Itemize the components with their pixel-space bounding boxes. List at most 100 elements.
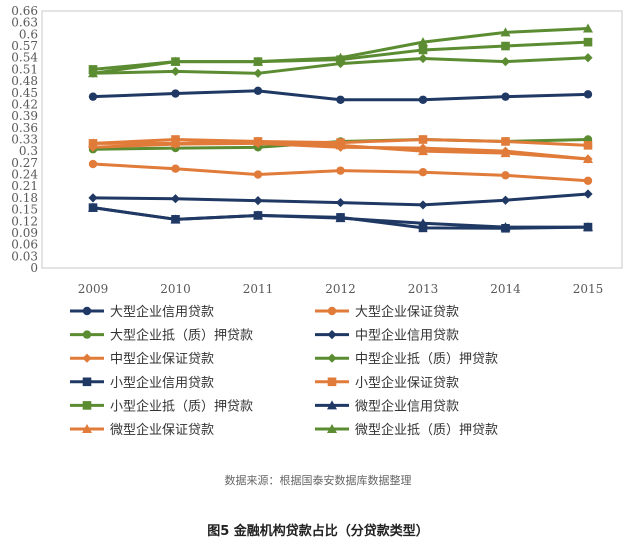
data-point [253, 196, 263, 206]
y-tick-label: 0.12 [11, 214, 38, 228]
data-point [418, 223, 428, 233]
legend-item: 微型企业抵（质）押贷款 [315, 422, 498, 438]
y-tick-label: 0.57 [11, 39, 38, 53]
data-point [335, 140, 346, 150]
legend-label: 中型企业抵（质）押贷款 [355, 351, 498, 367]
legend-label: 小型企业信用贷款 [110, 375, 214, 391]
data-point [500, 222, 511, 232]
y-tick-label: 0 [30, 261, 38, 275]
data-point [88, 159, 98, 169]
data-point [335, 197, 346, 208]
figure-caption: 图5 金融机构贷款占比（分贷款类型） [207, 524, 429, 539]
y-tick-label: 0.6 [19, 27, 38, 41]
legend-item: 微型企业信用贷款 [315, 398, 459, 414]
legend-marker [327, 353, 337, 363]
legend-marker [327, 400, 337, 410]
legend-item: 大型企业抵（质）押贷款 [70, 328, 253, 344]
legend-marker [82, 401, 92, 410]
data-point [418, 45, 428, 55]
y-tick-label: 0.45 [11, 86, 38, 100]
legend-item: 小型企业保证贷款 [315, 375, 459, 391]
legend-label: 微型企业保证贷款 [110, 422, 214, 438]
legend-item: 中型企业信用贷款 [315, 328, 459, 344]
data-point [418, 218, 428, 228]
legend-label: 小型企业保证贷款 [355, 375, 459, 391]
data-point [418, 200, 428, 210]
data-point [501, 137, 510, 146]
legend-item: 大型企业信用贷款 [70, 304, 214, 320]
y-tick-label: 0.03 [11, 249, 38, 263]
legend-item: 中型企业抵（质）押贷款 [315, 351, 498, 367]
plot-area [41, 10, 623, 269]
data-point [500, 57, 511, 67]
legend-label: 大型企业保证贷款 [355, 304, 459, 320]
x-tick-label: 2015 [573, 282, 604, 296]
y-tick-label: 0.51 [11, 62, 38, 76]
data-point [253, 210, 263, 220]
data-point [583, 37, 593, 47]
legend-label: 大型企业信用贷款 [110, 304, 214, 320]
data-point [335, 52, 346, 62]
y-tick-label: 0.48 [11, 74, 38, 88]
data-point [253, 56, 263, 66]
y-tick-label: 0.39 [11, 109, 38, 123]
data-point [500, 195, 511, 205]
data-point [418, 37, 428, 47]
data-point [500, 148, 511, 158]
legend-label: 大型企业抵（质）押贷款 [110, 328, 253, 344]
y-tick-label: 0.63 [11, 16, 38, 30]
data-point [501, 92, 510, 101]
legend-item: 中型企业保证贷款 [70, 351, 214, 367]
data-point [88, 202, 98, 212]
data-point [418, 53, 428, 64]
data-point [501, 41, 510, 51]
legend-label: 中型企业保证贷款 [110, 351, 214, 367]
y-tick-label: 0.27 [11, 156, 38, 170]
y-tick-label: 0.06 [11, 238, 38, 252]
data-point [253, 68, 263, 78]
data-point [253, 170, 263, 179]
data-point [501, 171, 510, 180]
data-point [583, 141, 593, 150]
legend-item: 小型企业信用贷款 [70, 375, 214, 391]
data-point [418, 95, 428, 104]
data-point [336, 166, 345, 175]
legend-label: 中型企业信用贷款 [355, 328, 459, 344]
y-tick-label: 0.21 [11, 179, 38, 193]
data-point [170, 56, 181, 66]
y-tick-label: 0.18 [11, 191, 38, 205]
legend-label: 微型企业抵（质）押贷款 [355, 422, 498, 438]
y-tick-label: 0.15 [11, 203, 38, 217]
legend-marker [327, 424, 337, 433]
data-point [88, 138, 98, 148]
y-tick-label: 0.36 [11, 121, 38, 135]
data-point [500, 27, 511, 37]
legend-marker [82, 306, 92, 316]
legend-item: 小型企业抵（质）押贷款 [70, 398, 253, 414]
data-point [88, 193, 98, 203]
data-point [583, 176, 593, 185]
x-tick-label: 2009 [78, 282, 109, 296]
legend-marker [327, 377, 337, 387]
data-point [170, 138, 181, 148]
x-tick-label: 2012 [325, 282, 356, 296]
legend-marker [327, 306, 337, 316]
legend-marker [82, 377, 92, 387]
data-point [336, 95, 345, 104]
legend-marker [82, 330, 92, 339]
data-point [170, 66, 181, 76]
data-point [88, 92, 98, 101]
x-tick-label: 2010 [160, 282, 191, 296]
data-point [253, 86, 263, 96]
legend-label: 小型企业抵（质）押贷款 [110, 398, 253, 414]
data-point [335, 213, 346, 223]
legend-item: 微型企业保证贷款 [70, 422, 214, 438]
data-point [170, 194, 181, 204]
source-note: 数据来源：根据国泰安数据库数据整理 [224, 474, 412, 487]
data-point [583, 153, 593, 163]
y-tick-label: 0.3 [19, 144, 38, 158]
legend-item: 大型企业保证贷款 [315, 304, 459, 320]
data-point [583, 90, 593, 99]
y-tick-label: 0.33 [11, 133, 38, 147]
